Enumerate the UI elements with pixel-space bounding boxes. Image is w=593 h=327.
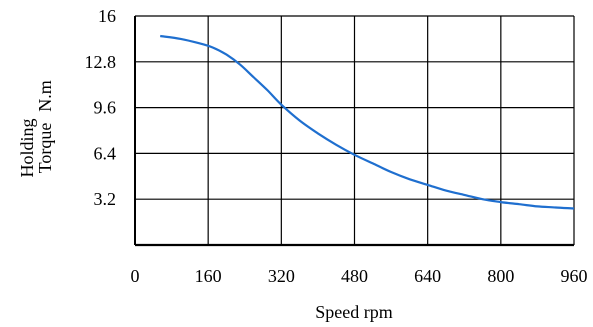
series-layer	[160, 34, 575, 210]
x-tick-label-2: 320	[268, 266, 295, 286]
y-axis-unit: N.m	[35, 80, 55, 112]
y-tick-label-1: 12.8	[85, 52, 117, 72]
y-tick-label-3: 6.4	[94, 143, 117, 163]
axes	[134, 16, 574, 247]
x-tick-label-4: 640	[414, 266, 441, 286]
x-tick-label-6: 960	[561, 266, 588, 286]
x-tick-label-3: 480	[341, 266, 368, 286]
y-tick-label-4: 3.2	[94, 189, 117, 209]
y-axis-title-line-1: Holding	[17, 118, 37, 177]
y-tick-label-2: 9.6	[94, 98, 117, 118]
grid-lines	[134, 15, 575, 245]
y-tick-label-0: 16	[98, 6, 116, 26]
x-tick-labels: 0 160 320 480 640 800 960	[131, 266, 588, 286]
x-tick-label-5: 800	[487, 266, 514, 286]
y-axis-title-line-2: Torque	[35, 123, 55, 174]
x-tick-label-0: 0	[131, 266, 140, 286]
series-line-0	[160, 34, 575, 210]
x-tick-label-1: 160	[195, 266, 222, 286]
x-axis-title: Speed rpm	[315, 302, 392, 322]
y-tick-labels: 16 12.8 9.6 6.4 3.2	[85, 6, 117, 209]
y-axis-title: Holding Torque N.m	[17, 80, 55, 177]
